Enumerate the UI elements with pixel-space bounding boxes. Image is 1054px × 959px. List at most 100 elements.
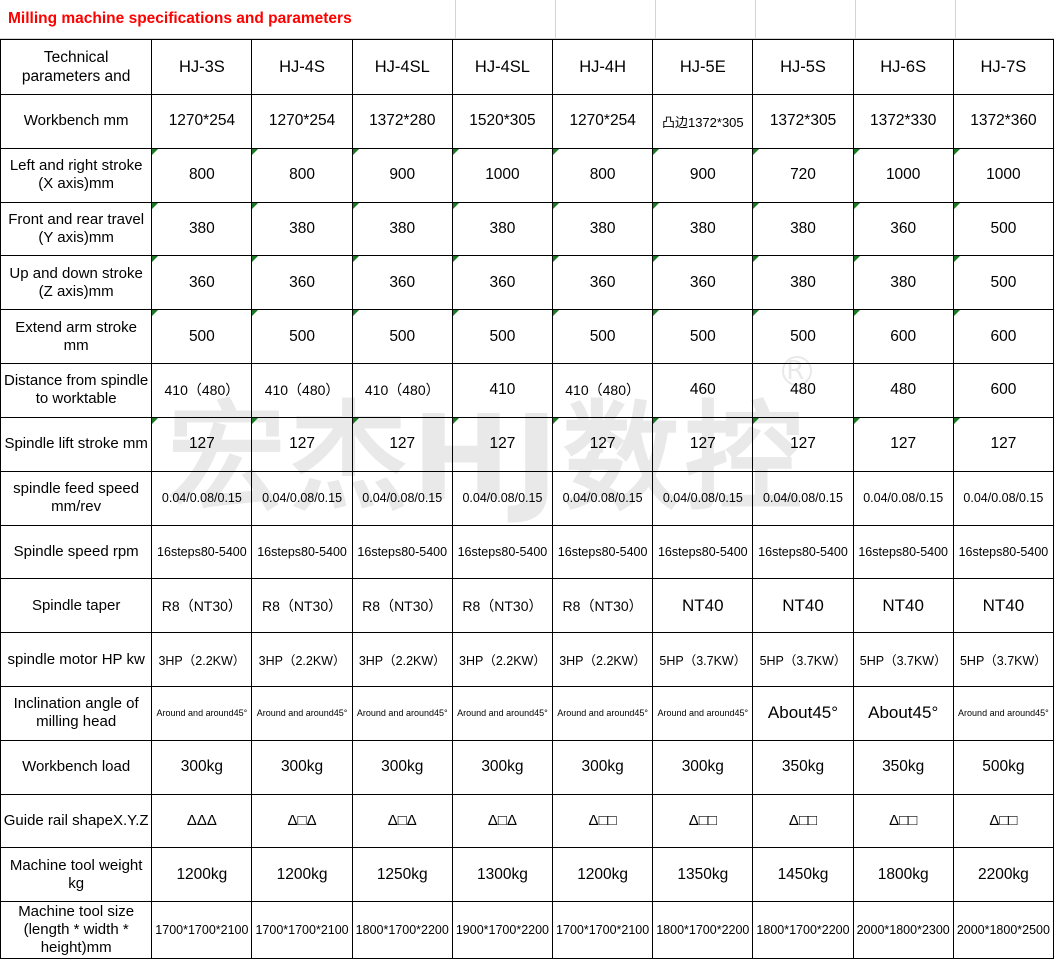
table-cell: R8（NT30） — [552, 578, 654, 634]
table-cell: 16steps80-5400 — [852, 524, 954, 580]
table-cell: Around and around45° — [351, 685, 453, 741]
table-cell: 2200kg — [952, 847, 1054, 903]
table-cell: 600 — [952, 363, 1054, 418]
table-cell: 1200kg — [151, 847, 253, 903]
table-cell: 800 — [552, 147, 654, 203]
title-spacer-cell — [556, 0, 656, 39]
page-title: Milling machine specifications and param… — [8, 10, 352, 27]
table-row: Spindle lift stroke mm 127 127 127 127 127 127… — [0, 416, 1054, 472]
table-cell: 1372*360 — [952, 94, 1054, 149]
table-cell: 410（480） — [151, 363, 253, 418]
table-cell: 1000 — [852, 147, 954, 203]
table-cell: 5HP（3.7KW） — [752, 632, 854, 687]
table-cell: 500 — [952, 201, 1054, 257]
table-cell: 0.04/0.08/0.15 — [652, 470, 754, 526]
table-cell: 500 — [451, 309, 554, 365]
table-cell: 500 — [952, 255, 1054, 311]
table-cell: 16steps80-5400 — [552, 524, 654, 580]
table-cell: 1300kg — [451, 847, 554, 903]
column-header-hj-5s: HJ-5S — [752, 39, 854, 95]
table-cell: Δ□□ — [652, 793, 754, 849]
table-cell: 1372*280 — [351, 94, 453, 149]
table-cell: 1372*305 — [752, 94, 854, 149]
table-cell: 380 — [151, 201, 253, 257]
column-header-hj-7s: HJ-7S — [952, 39, 1054, 95]
row-label: Machine tool weight kg — [0, 847, 153, 903]
row-label: spindle motor HP kw — [0, 632, 153, 687]
table-cell: 380 — [752, 255, 854, 311]
table-cell: 127 — [351, 416, 453, 472]
table-cell: 600 — [852, 309, 954, 365]
table-cell: 1700*1700*2100 — [251, 901, 353, 959]
table-cell: 380 — [351, 201, 453, 257]
table-cell: 0.04/0.08/0.15 — [852, 470, 954, 526]
row-label: Distance from spindle to worktable — [0, 363, 153, 418]
table-cell: 300kg — [652, 739, 754, 795]
table-cell: 720 — [752, 147, 854, 203]
table-cell: 5HP（3.7KW） — [952, 632, 1054, 687]
table-row: Left and right stroke (X axis)mm 800 800 90… — [0, 147, 1054, 203]
table-row: Guide rail shapeX.Y.Z ΔΔΔ Δ□Δ Δ□Δ Δ□Δ Δ□□ Δ□□ Δ… — [0, 793, 1054, 849]
table-cell: 16steps80-5400 — [451, 524, 554, 580]
row-label: Spindle speed rpm — [0, 524, 153, 580]
table-cell: NT40 — [852, 578, 954, 634]
table-cell: 500 — [351, 309, 453, 365]
table-row: Up and down stroke (Z axis)mm 360 360 360 36… — [0, 255, 1054, 311]
table-cell: 1270*254 — [251, 94, 353, 149]
column-header-hj-5e: HJ-5E — [652, 39, 754, 95]
table-cell: Around and around45° — [251, 685, 353, 741]
table-cell: 127 — [451, 416, 554, 472]
table-cell: 1800kg — [852, 847, 954, 903]
row-label: Up and down stroke (Z axis)mm — [0, 255, 153, 311]
table-row: spindle motor HP kw 3HP（2.2KW） 3HP（2.2KW） 3… — [0, 632, 1054, 687]
table-cell: 1350kg — [652, 847, 754, 903]
table-cell: 300kg — [351, 739, 453, 795]
table-cell: 3HP（2.2KW） — [451, 632, 554, 687]
table-cell: 480 — [852, 363, 954, 418]
column-header-hj-4h: HJ-4H — [552, 39, 654, 95]
table-cell: 500 — [151, 309, 253, 365]
table-cell: 380 — [852, 255, 954, 311]
table-row: Spindle taper R8（NT30） R8（NT30） R8（NT30） R8（… — [0, 578, 1054, 634]
table-row: Front and rear travel (Y axis)mm 380 380 38… — [0, 201, 1054, 257]
table-cell: R8（NT30） — [151, 578, 253, 634]
table-cell: 410（480） — [351, 363, 453, 418]
table-cell: 16steps80-5400 — [952, 524, 1054, 580]
table-cell: 360 — [351, 255, 453, 311]
table-cell: 5HP（3.7KW） — [852, 632, 954, 687]
table-cell: 凸边1372*305 — [652, 94, 754, 149]
table-cell: 900 — [351, 147, 453, 203]
specifications-table: Technical parameters and HJ-3S HJ-4S HJ-4S… — [0, 39, 1054, 959]
table-cell: R8（NT30） — [451, 578, 554, 634]
table-cell: 480 — [752, 363, 854, 418]
table-cell: 380 — [552, 201, 654, 257]
row-label: Left and right stroke (X axis)mm — [0, 147, 153, 203]
title-spacer-cell — [856, 0, 956, 39]
table-cell: 500kg — [952, 739, 1054, 795]
table-cell: Around and around45° — [952, 685, 1054, 741]
table-cell: 127 — [552, 416, 654, 472]
table-cell: 800 — [251, 147, 353, 203]
table-cell: 1270*254 — [151, 94, 253, 149]
table-cell: 127 — [652, 416, 754, 472]
table-cell: 380 — [652, 201, 754, 257]
row-label: Spindle taper — [0, 578, 153, 634]
table-cell: 2000*1800*2300 — [852, 901, 954, 959]
row-label: Spindle lift stroke mm — [0, 416, 153, 472]
title-spacer-cell — [656, 0, 756, 39]
table-cell: 1700*1700*2100 — [151, 901, 253, 959]
column-header-hj-3s: HJ-3S — [151, 39, 253, 95]
table-cell: 1200kg — [552, 847, 654, 903]
table-cell: 500 — [752, 309, 854, 365]
table-cell: 1450kg — [752, 847, 854, 903]
table-cell: 3HP（2.2KW） — [351, 632, 453, 687]
row-label: Inclination angle of milling head — [0, 685, 153, 741]
table-cell: 360 — [852, 201, 954, 257]
corner-header-cell: Technical parameters and — [0, 39, 153, 95]
table-cell: 900 — [652, 147, 754, 203]
table-cell: 500 — [652, 309, 754, 365]
row-label: Machine tool size (length * width * heig… — [0, 901, 153, 959]
table-cell: 350kg — [852, 739, 954, 795]
table-cell: 300kg — [151, 739, 253, 795]
table-cell: 16steps80-5400 — [652, 524, 754, 580]
